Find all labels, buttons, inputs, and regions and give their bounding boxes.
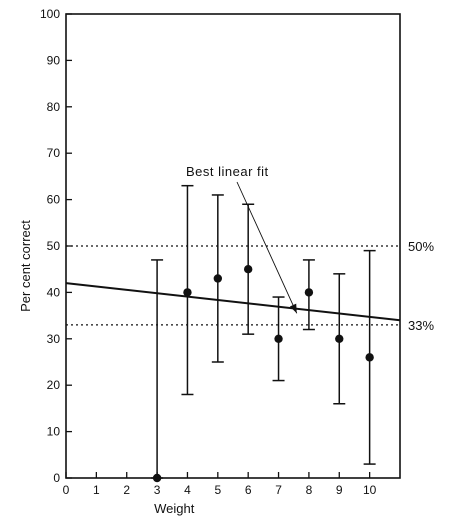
best-fit-line bbox=[65, 282, 401, 322]
annotation-label: Best linear fit bbox=[186, 164, 269, 179]
y-axis-ticks: 0 10 20 30 40 50 60 70 80 90 100 bbox=[40, 7, 72, 485]
data-points bbox=[152, 265, 374, 483]
data-point bbox=[274, 334, 283, 343]
y-tick-label: 30 bbox=[47, 332, 61, 346]
best-fit-line-group bbox=[65, 282, 401, 322]
y-tick-label: 60 bbox=[47, 193, 61, 207]
x-axis-ticks: 0 1 2 3 4 5 6 7 8 9 10 bbox=[63, 472, 377, 497]
reference-line-label: 50% bbox=[408, 239, 434, 254]
annotation-arrow-line bbox=[236, 181, 298, 314]
y-tick-label: 50 bbox=[47, 239, 61, 253]
y-axis-title: Per cent correct bbox=[18, 220, 33, 312]
data-point bbox=[183, 288, 192, 297]
y-tick-label: 100 bbox=[40, 7, 60, 21]
x-tick-label: 1 bbox=[93, 483, 100, 497]
reference-line-label: 33% bbox=[408, 318, 434, 333]
data-point bbox=[243, 265, 253, 274]
annotation-arrowhead bbox=[289, 303, 297, 314]
data-point bbox=[365, 353, 374, 362]
y-tick-label: 80 bbox=[47, 100, 61, 114]
y-tick-label: 70 bbox=[47, 146, 61, 160]
data-point bbox=[304, 288, 314, 297]
x-axis-title: Weight bbox=[154, 501, 195, 516]
y-tick-label: 90 bbox=[47, 53, 61, 67]
x-tick-label: 2 bbox=[123, 483, 130, 497]
x-tick-label: 8 bbox=[306, 483, 313, 497]
x-tick-label: 4 bbox=[184, 483, 191, 497]
y-tick-label: 10 bbox=[47, 425, 61, 439]
y-tick-label: 20 bbox=[47, 378, 61, 392]
x-tick-label: 0 bbox=[63, 483, 70, 497]
x-tick-label: 6 bbox=[245, 483, 252, 497]
x-tick-label: 3 bbox=[154, 483, 161, 497]
reference-lines: 50% 33% bbox=[66, 239, 434, 333]
y-tick-label: 0 bbox=[53, 471, 60, 485]
error-bars bbox=[151, 184, 376, 479]
x-tick-label: 5 bbox=[214, 483, 221, 497]
data-point bbox=[335, 334, 344, 343]
x-tick-label: 10 bbox=[363, 483, 377, 497]
data-point bbox=[213, 274, 223, 283]
annotation-group: Best linear fit bbox=[186, 164, 298, 314]
y-tick-label: 40 bbox=[47, 285, 61, 299]
x-tick-label: 9 bbox=[336, 483, 343, 497]
x-tick-label: 7 bbox=[275, 483, 282, 497]
